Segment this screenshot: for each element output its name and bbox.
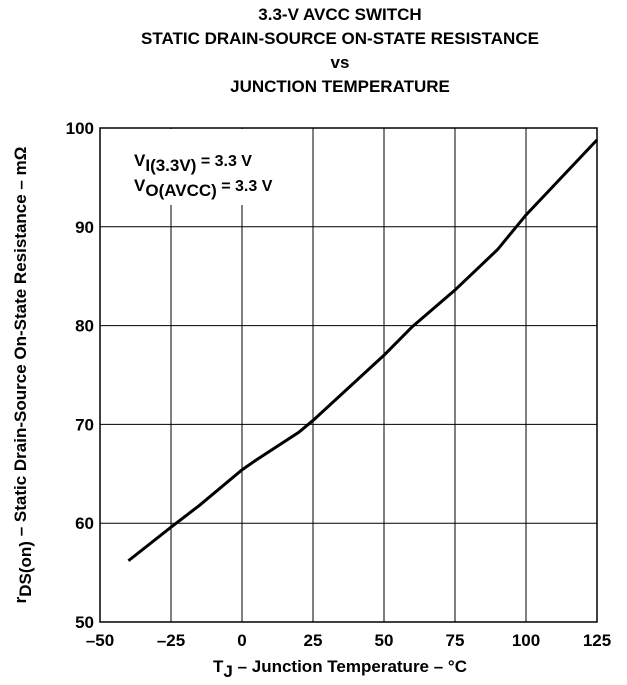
x-tick-label: 100 bbox=[512, 631, 540, 650]
annotation-text: = 3.3 V bbox=[217, 178, 273, 195]
x-tick-label: 0 bbox=[237, 631, 246, 650]
chart-title: vs bbox=[331, 53, 350, 72]
y-tick-label: 100 bbox=[66, 119, 94, 138]
x-tick-label: 75 bbox=[446, 631, 465, 650]
y-tick-label: 90 bbox=[75, 218, 94, 237]
y-label-symbol: r bbox=[11, 596, 30, 603]
data-line bbox=[127, 138, 599, 562]
x-label-symbol: T bbox=[213, 657, 224, 676]
y-axis-label: rDS(on) – Static Drain-Source On-State R… bbox=[11, 147, 35, 604]
plot-frame bbox=[99, 127, 598, 623]
x-label-subscript: J bbox=[223, 662, 232, 681]
y-label-subscript: DS(on) bbox=[16, 541, 35, 597]
x-tick-label: 50 bbox=[375, 631, 394, 650]
y-tick-label: 60 bbox=[75, 514, 94, 533]
y-tick-label: 50 bbox=[75, 613, 94, 632]
x-axis-label: TJ – Junction Temperature – °C bbox=[213, 657, 467, 681]
y-tick-label: 80 bbox=[75, 317, 94, 336]
y-label-text: – Static Drain-Source On-State Resistanc… bbox=[11, 147, 30, 541]
chart-title: JUNCTION TEMPERATURE bbox=[230, 77, 450, 96]
annotation: VO(AVCC) = 3.3 V bbox=[134, 176, 273, 200]
chart-title: 3.3-V AVCC SWITCH bbox=[258, 5, 421, 24]
annotation-symbol: V bbox=[134, 151, 146, 170]
annotation-symbol: V bbox=[134, 176, 146, 195]
chart-title: STATIC DRAIN-SOURCE ON-STATE RESISTANCE bbox=[141, 29, 539, 48]
x-tick-label: –50 bbox=[86, 631, 114, 650]
x-tick-label: 25 bbox=[304, 631, 323, 650]
x-label-text: – Junction Temperature – °C bbox=[233, 657, 467, 676]
x-tick-label: 125 bbox=[583, 631, 611, 650]
annotation-box bbox=[101, 129, 311, 205]
annotation: VI(3.3V) = 3.3 V bbox=[134, 151, 252, 175]
x-tick-label: –25 bbox=[157, 631, 185, 650]
annotation-text: = 3.3 V bbox=[196, 153, 252, 170]
y-tick-label: 70 bbox=[75, 415, 94, 434]
annotation-subscript: I(3.3V) bbox=[145, 156, 196, 175]
annotation-subscript: O(AVCC) bbox=[145, 181, 216, 200]
